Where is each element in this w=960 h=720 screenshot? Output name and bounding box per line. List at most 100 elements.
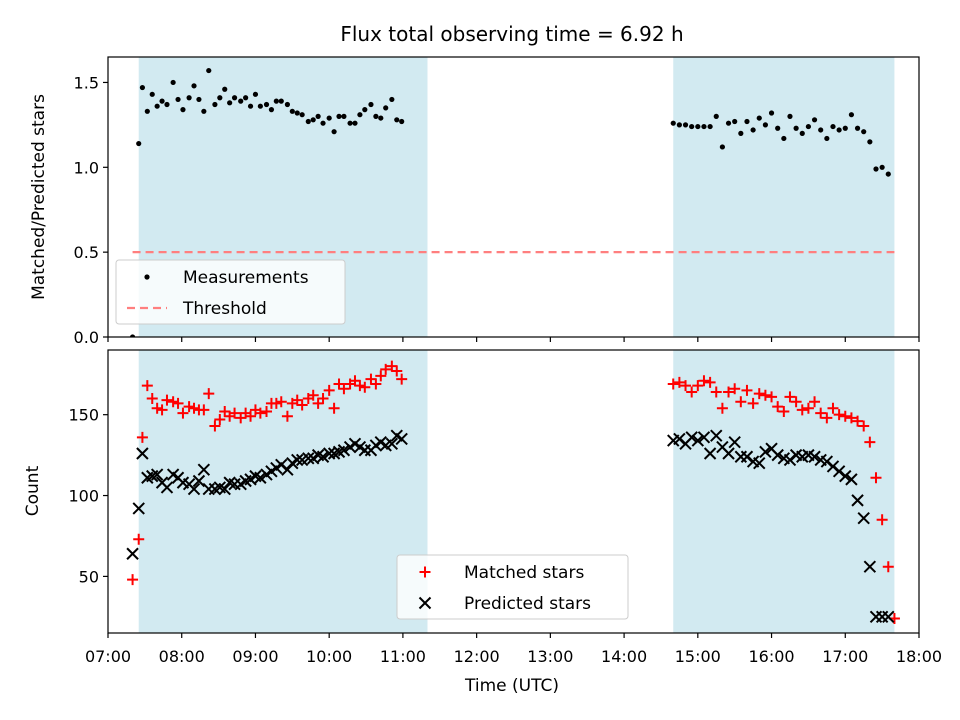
measurement-point: [701, 123, 707, 130]
matched-star-point: [156, 404, 168, 416]
predicted-star-point: [254, 471, 267, 484]
measurement-point: [347, 120, 353, 126]
predicted-star-point: [337, 444, 351, 457]
matched-star-point: [245, 410, 257, 422]
matched-star-point: [296, 399, 308, 411]
matched-star-point: [141, 380, 153, 392]
measurement-point: [738, 130, 744, 136]
measurement-point: [310, 117, 316, 123]
bottom-y-tick-label: 50: [79, 567, 99, 586]
measurement-point: [389, 96, 395, 103]
matched-star-point: [161, 394, 173, 406]
predicted-star-point: [136, 447, 149, 460]
measurement-point: [170, 79, 176, 86]
measurement-point: [830, 123, 836, 130]
x-tick-label: 15:00: [675, 647, 721, 666]
x-tick-label: 14:00: [601, 647, 647, 666]
x-tick-label: 11:00: [380, 647, 426, 666]
measurement-point: [154, 103, 160, 109]
measurement-point: [836, 127, 842, 133]
matched-star-point: [680, 380, 692, 392]
measurement-point: [315, 113, 321, 119]
measurement-point: [278, 98, 284, 104]
x-tick-label: 13:00: [527, 647, 573, 666]
measurement-point: [394, 117, 400, 123]
predicted-star-point: [218, 482, 231, 496]
matched-star-point: [698, 375, 710, 387]
measurement-point: [191, 83, 197, 89]
measurement-point: [305, 118, 311, 125]
matched-star-point: [686, 386, 698, 398]
bottom-y-tick-label: 150: [68, 406, 99, 425]
measurement-point: [670, 120, 676, 126]
predicted-star-point: [771, 448, 784, 462]
measurement-point: [196, 96, 202, 103]
predicted-star-point: [385, 437, 399, 451]
measurement-point: [873, 166, 879, 172]
measurement-point: [186, 95, 192, 101]
matched-star-point: [692, 380, 704, 392]
measurement-point: [331, 129, 337, 135]
matched-star-point: [772, 401, 784, 413]
matched-star-point: [275, 396, 287, 408]
measurement-point: [676, 122, 682, 128]
predicted-star-point: [759, 445, 772, 459]
measurement-point: [139, 84, 146, 91]
matched-star-point: [261, 405, 273, 417]
legend-label: Measurements: [183, 268, 309, 288]
predicted-star-point: [192, 474, 206, 488]
top-y-tick-label: 0.0: [74, 328, 99, 347]
matched-star-point: [784, 391, 796, 403]
predicted-star-point: [710, 429, 723, 442]
measurement-point: [762, 122, 769, 128]
matched-star-point: [136, 431, 148, 443]
matched-star-point: [177, 407, 189, 419]
matched-star-point: [338, 383, 350, 395]
bottom-legend: Matched stars Predicted stars: [396, 554, 629, 620]
measurement-point: [750, 127, 756, 133]
matched-star-point: [380, 363, 392, 375]
measurement-point: [149, 91, 155, 97]
measurement-point: [227, 100, 233, 106]
bottom-shaded-interval-0: [138, 350, 428, 633]
measurement-point: [383, 105, 389, 111]
predicted-star-point: [839, 469, 852, 483]
matched-star-point: [127, 574, 139, 586]
matched-star-point: [235, 412, 247, 424]
predicted-star-point: [187, 482, 201, 496]
measurement-point: [885, 171, 891, 177]
matched-star-point: [827, 402, 839, 414]
matched-star-point: [370, 378, 382, 390]
matched-star-point: [729, 383, 741, 395]
measurement-point: [848, 112, 855, 118]
measurement-point: [362, 107, 368, 113]
matched-star-point: [146, 393, 158, 405]
x-tick-label: 18:00: [896, 647, 942, 666]
measurement-point: [775, 125, 781, 131]
matched-star-point: [741, 384, 753, 396]
measurement-point: [352, 120, 358, 126]
matched-star-point: [852, 415, 864, 427]
measurement-point: [811, 117, 818, 123]
legend-marker-x: [418, 596, 432, 610]
predicted-star-point: [126, 547, 139, 560]
matched-star-point: [391, 365, 403, 377]
matched-star-point: [882, 561, 894, 573]
matched-star-point: [333, 378, 345, 390]
predicted-star-point: [132, 502, 145, 515]
matched-star-point: [172, 397, 184, 409]
matched-star-point: [710, 386, 722, 398]
measurement-point: [336, 113, 342, 119]
measurement-point: [756, 115, 762, 121]
matched-star-point: [667, 378, 679, 390]
matched-star-point: [203, 388, 215, 400]
matched-star-point: [349, 375, 361, 387]
measurement-point: [682, 122, 689, 128]
bottom-shaded-interval-1: [673, 350, 895, 633]
matched-star-point: [723, 386, 735, 398]
measurement-point: [212, 101, 218, 108]
matched-star-point: [766, 391, 778, 403]
matched-star-point: [198, 404, 210, 416]
measurement-point: [257, 103, 263, 109]
matched-star-point: [735, 396, 747, 408]
